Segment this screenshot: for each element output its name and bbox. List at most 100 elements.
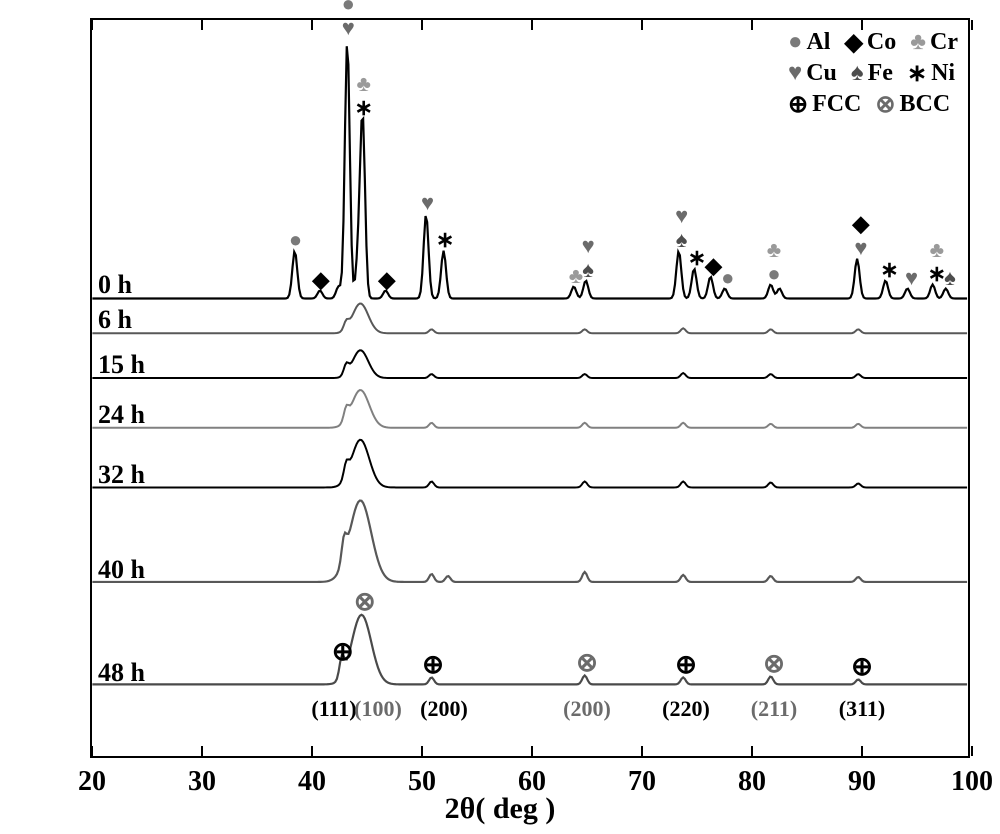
peak-marker-icon: ♠	[944, 267, 956, 289]
legend-label: Fe	[868, 60, 893, 87]
tick-mark-x	[421, 20, 423, 30]
legend-item: ⊕FCC	[788, 90, 861, 119]
peak-marker-icon: ♣	[930, 239, 944, 261]
tick-mark-x	[971, 746, 973, 756]
peak-marker-icon: ♥	[905, 267, 918, 289]
tick-label-x: 70	[628, 766, 656, 798]
tick-label-x: 80	[738, 766, 766, 798]
legend-label: Cr	[930, 29, 958, 56]
miller-index-label: (111)	[311, 696, 356, 722]
peak-marker-icon: ◆	[378, 269, 395, 291]
xrd-curves-svg	[92, 20, 968, 756]
peak-marker-icon: ♥	[854, 237, 867, 259]
peak-marker-icon: ◆	[852, 213, 869, 235]
tick-mark-x	[751, 746, 753, 756]
miller-index-label: (220)	[662, 696, 710, 722]
legend-label: Al	[806, 29, 830, 56]
peak-marker-icon: ●	[342, 0, 355, 15]
xrd-curve	[92, 440, 967, 488]
tick-mark-x	[971, 20, 973, 30]
miller-index-label: (211)	[751, 696, 797, 722]
curve-label: 0 h	[98, 270, 132, 300]
legend-symbol-icon: ⊗	[875, 90, 895, 119]
legend-symbol-icon: ∗	[907, 59, 927, 88]
tick-label-x: 50	[408, 766, 436, 798]
tick-mark-x	[91, 20, 93, 30]
tick-mark-x	[531, 746, 533, 756]
xrd-curve	[92, 615, 967, 685]
tick-mark-x	[531, 20, 533, 30]
legend-symbol-icon: ⊕	[788, 90, 808, 119]
legend-symbol-icon: ♥	[788, 60, 802, 87]
legend-row: ♥Cu ♠Fe ∗Ni	[788, 59, 958, 88]
xrd-curve	[92, 500, 967, 581]
peak-marker-icon: ♠	[676, 229, 688, 251]
tick-mark-x	[861, 20, 863, 30]
peak-marker-icon: ∗	[436, 229, 454, 251]
x-axis-label: 2θ( deg )	[445, 792, 556, 826]
miller-index-label: (311)	[839, 696, 885, 722]
legend-label: Ni	[931, 60, 955, 87]
legend-symbol-icon: ●	[788, 29, 803, 56]
legend-item: ♠Fe	[851, 59, 893, 88]
legend-symbol-icon: ♠	[851, 60, 864, 87]
phase-marker-icon: ⊗	[763, 651, 785, 677]
legend-label: Cu	[806, 60, 837, 87]
legend-symbol-icon: ◆	[844, 28, 862, 57]
peak-marker-icon: ♣	[356, 73, 370, 95]
peak-marker-icon: ♣	[569, 265, 583, 287]
peak-marker-icon: ♥	[421, 192, 434, 214]
legend-item: ♥Cu	[788, 59, 837, 88]
miller-index-label: (200)	[420, 696, 468, 722]
peak-marker-icon: ◆	[705, 255, 722, 277]
curve-label: 15 h	[98, 350, 145, 380]
curve-label: 48 h	[98, 658, 145, 688]
tick-mark-x	[751, 20, 753, 30]
tick-mark-x	[641, 746, 643, 756]
curve-label: 40 h	[98, 555, 145, 585]
xrd-curve	[92, 390, 967, 428]
phase-marker-icon: ⊕	[851, 654, 873, 680]
legend-row: ●Al ◆Co ♣Cr	[788, 28, 958, 57]
tick-mark-x	[91, 746, 93, 756]
tick-label-x: 30	[188, 766, 216, 798]
miller-index-label: (100)	[354, 696, 402, 722]
plot-area: ●Al◆Co♣Cr♥Cu♠Fe∗Ni⊕FCC⊗BCC 2030405060708…	[90, 18, 970, 758]
tick-label-x: 20	[78, 766, 106, 798]
peak-marker-icon: ♥	[582, 235, 595, 257]
tick-mark-x	[311, 20, 313, 30]
tick-mark-x	[201, 20, 203, 30]
peak-marker-icon: ∗	[880, 259, 898, 281]
legend-label: Co	[867, 29, 896, 56]
curve-label: 24 h	[98, 400, 145, 430]
miller-index-label: (200)	[563, 696, 611, 722]
phase-marker-icon: ⊕	[332, 639, 354, 665]
legend-label: FCC	[812, 91, 861, 118]
peak-marker-icon: ♥	[342, 17, 355, 39]
tick-mark-x	[311, 746, 313, 756]
legend: ●Al ◆Co ♣Cr ♥Cu ♠Fe ∗Ni ⊕FCC ⊗BCC	[788, 28, 958, 119]
peak-marker-icon: ∗	[688, 247, 706, 269]
peak-marker-icon: ●	[721, 267, 734, 289]
legend-symbol-icon: ♣	[910, 29, 926, 56]
phase-marker-icon: ⊕	[675, 652, 697, 678]
phase-marker-icon: ⊗	[576, 650, 598, 676]
tick-mark-x	[201, 746, 203, 756]
legend-row: ⊕FCC ⊗BCC	[788, 90, 958, 119]
peak-marker-icon: ∗	[354, 97, 372, 119]
legend-item: ⊗BCC	[875, 90, 950, 119]
tick-mark-x	[641, 20, 643, 30]
tick-label-x: 40	[298, 766, 326, 798]
tick-mark-x	[861, 746, 863, 756]
tick-mark-x	[421, 746, 423, 756]
legend-label: BCC	[900, 91, 951, 118]
tick-label-x: 100	[951, 766, 993, 798]
legend-item: ◆Co	[844, 28, 896, 57]
curve-label: 32 h	[98, 460, 145, 490]
phase-marker-icon: ⊕	[422, 652, 444, 678]
curve-label: 6 h	[98, 305, 132, 335]
legend-item: ♣Cr	[910, 28, 958, 57]
peak-marker-icon: ♣	[767, 239, 781, 261]
peak-marker-icon: ♠	[582, 259, 594, 281]
peak-marker-icon: ♥	[675, 205, 688, 227]
